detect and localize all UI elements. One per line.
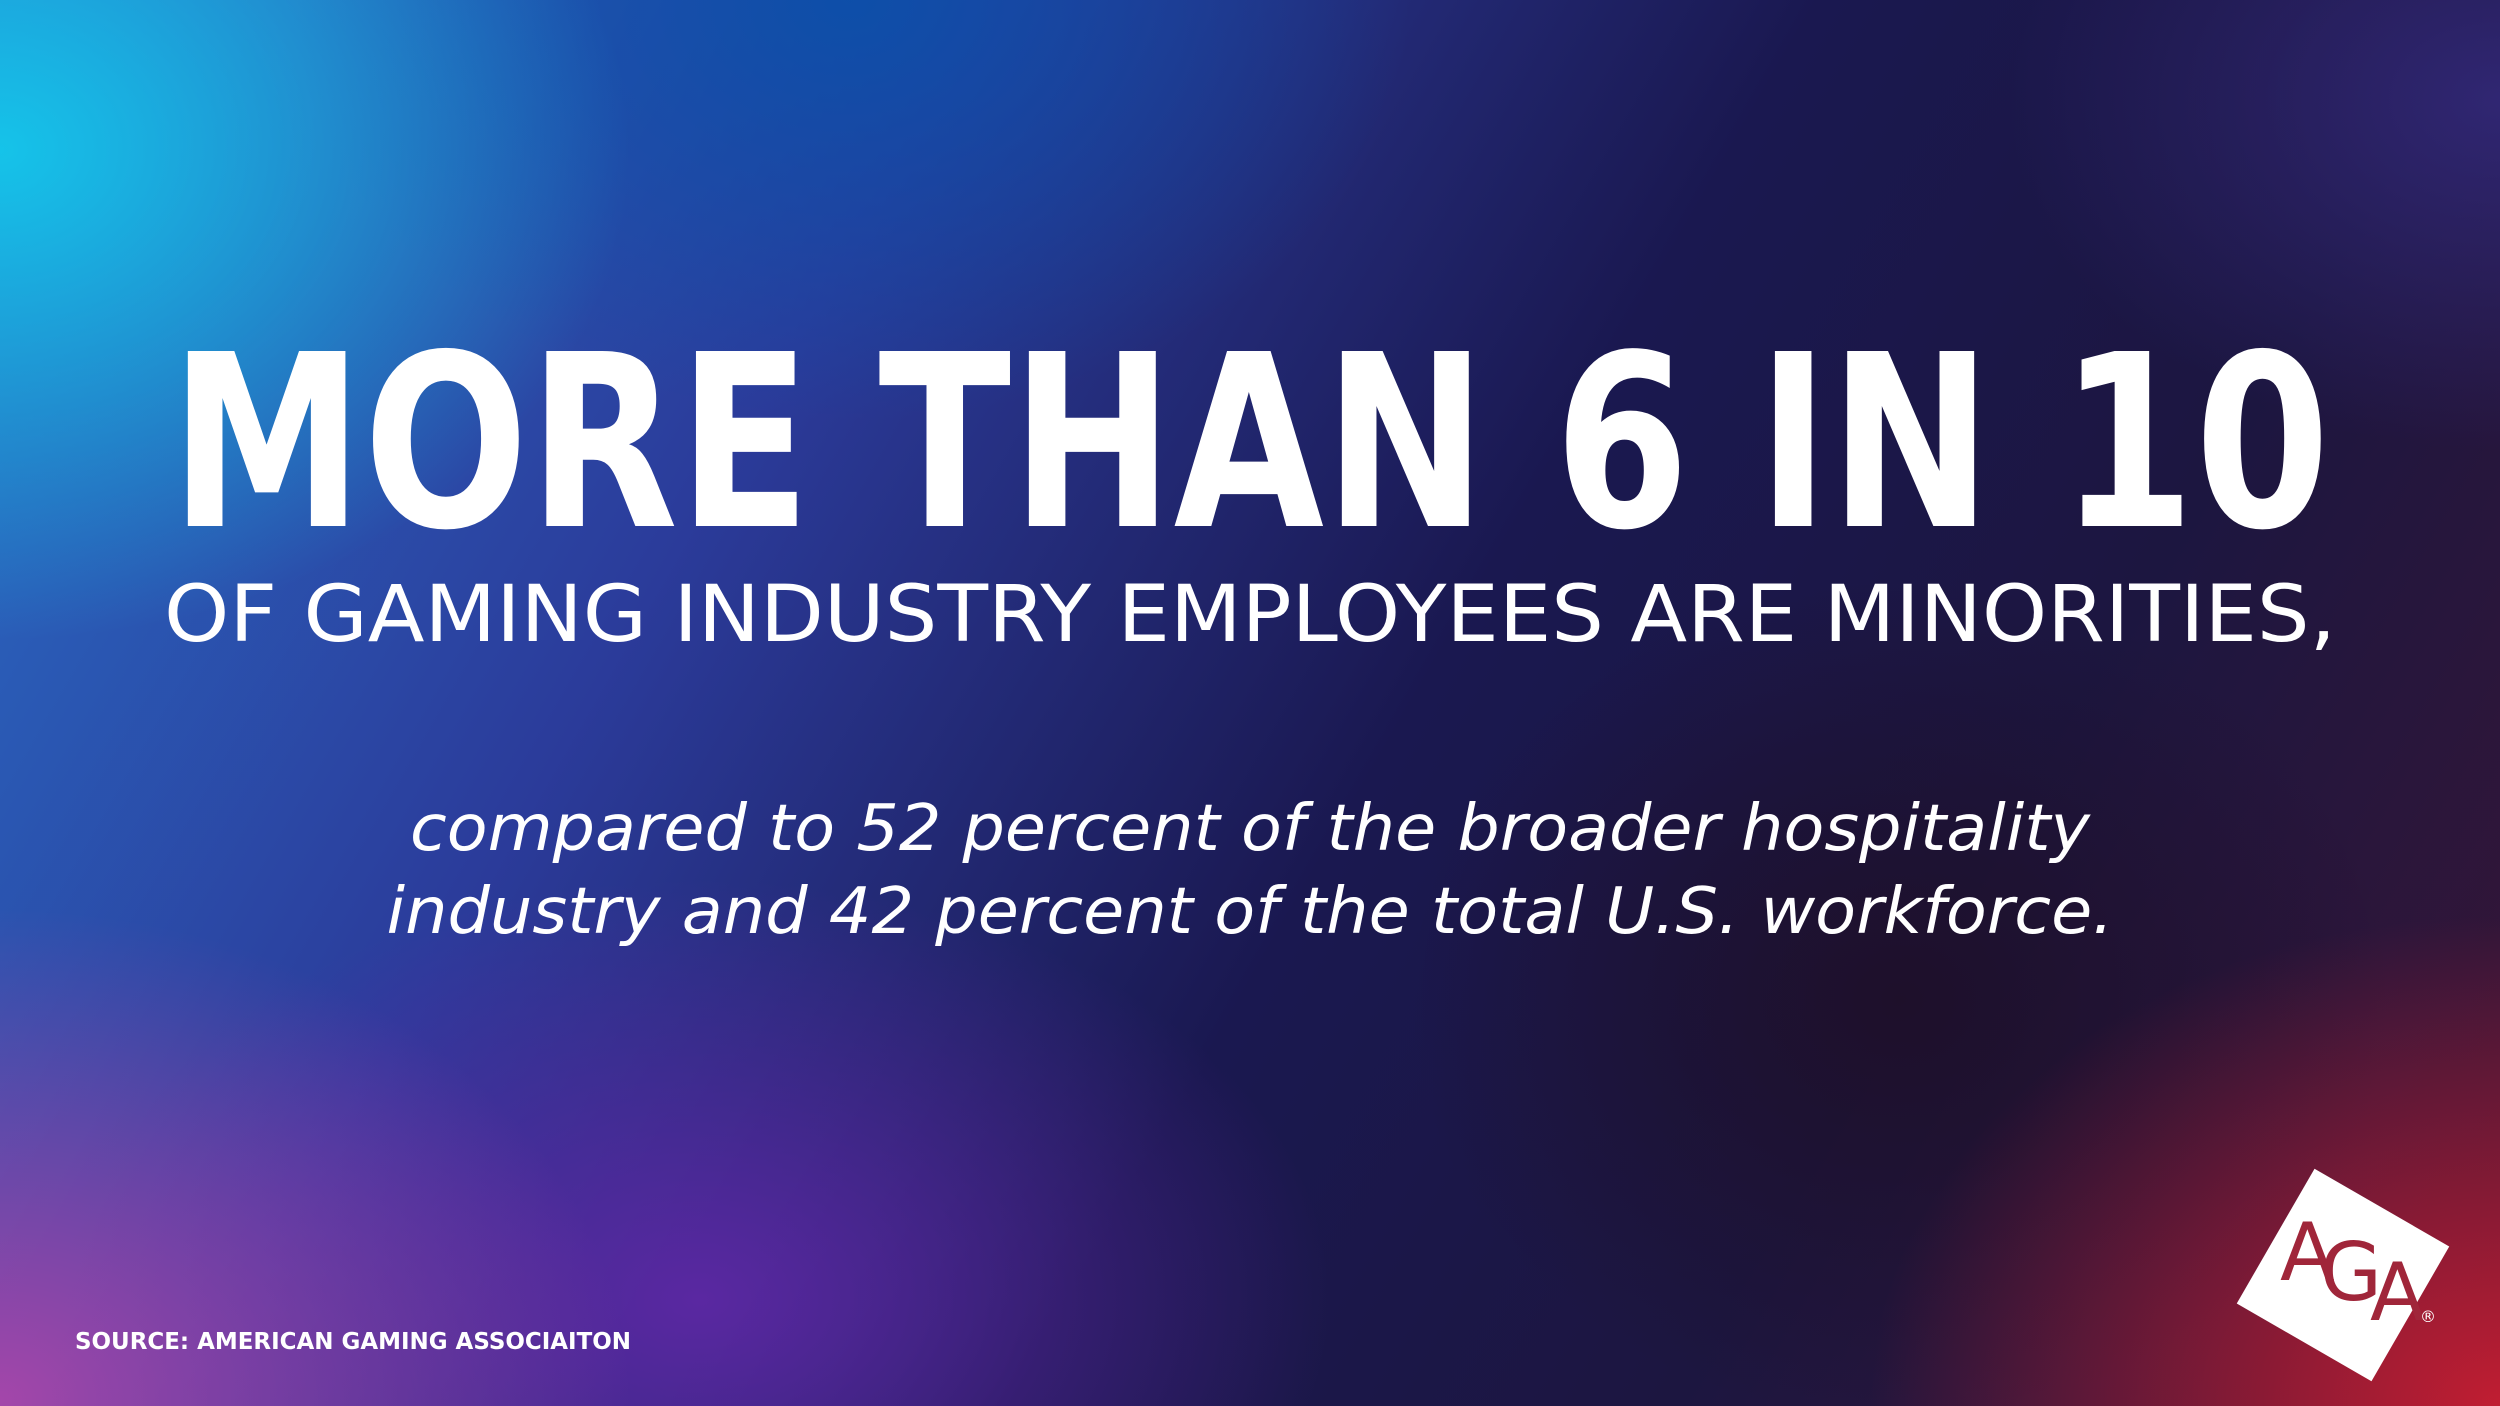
logo-letter: G — [2320, 1226, 2382, 1319]
logo: A G A ® — [2236, 1168, 2450, 1382]
source: SOURCE: AMERICAN GAMING ASSOCIAITON — [75, 1329, 631, 1355]
logo-letter: A — [2370, 1246, 2425, 1339]
body-line: compared to 52 percent of the broader ho… — [410, 792, 2091, 866]
body-line: industry and 42 percent of the total U.S… — [387, 875, 2114, 949]
headline: MORE THAN 6 IN 10 — [170, 303, 2330, 583]
subheadline: OF GAMING INDUSTRY EMPLOYEES ARE MINORIT… — [164, 570, 2336, 660]
logo-registered: ® — [2420, 1307, 2436, 1326]
logo-letter: A — [2280, 1206, 2335, 1299]
logo-diamond — [2236, 1168, 2450, 1382]
